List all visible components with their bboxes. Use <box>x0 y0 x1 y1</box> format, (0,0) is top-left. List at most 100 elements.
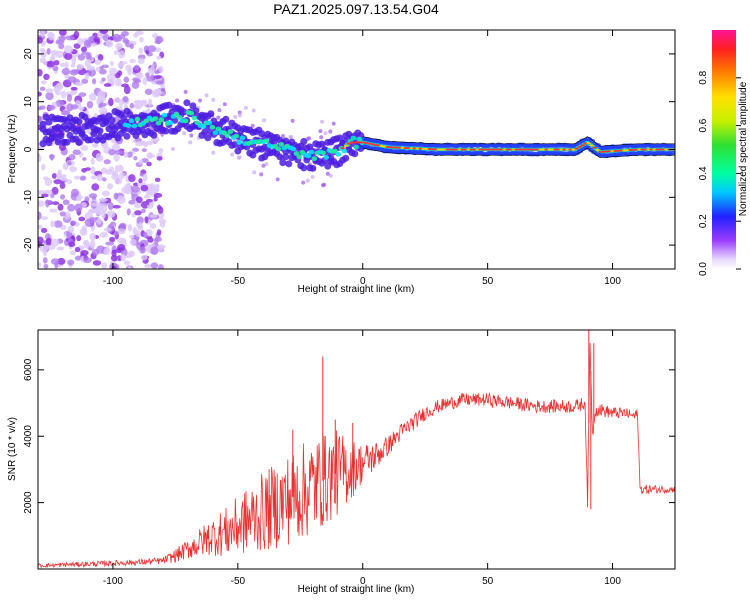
spectrogram-cell <box>140 246 146 254</box>
spectrogram-cell <box>128 250 136 258</box>
spectrogram-cell <box>325 171 330 176</box>
spectrogram-cell <box>123 76 130 83</box>
spectrogram-cell <box>293 151 300 156</box>
spectrogram-cell <box>160 84 166 89</box>
spectrogram-cell <box>144 264 152 269</box>
spectrogram-cell <box>296 154 303 160</box>
spectrogram-cell <box>45 92 54 101</box>
spectrogram-cell <box>57 257 66 265</box>
spectrogram-cell <box>127 224 133 232</box>
spectrogram-cell <box>140 208 146 214</box>
spectrogram-cell <box>158 147 164 154</box>
colorbar-tick-label: 0.8 <box>698 70 709 84</box>
spectrogram-cell <box>146 153 156 158</box>
spectrogram-cell <box>113 50 119 55</box>
spectrogram-cell <box>74 81 84 87</box>
spectrogram-cell <box>39 86 46 91</box>
spectrogram-cell <box>142 77 148 86</box>
snr-panel: -100 -50 0 50 100 2000 4000 6000 Height of str… <box>7 329 676 595</box>
spectrogram-cell <box>127 266 132 269</box>
spectrogram-cell <box>175 98 180 103</box>
spectrogram-cell <box>161 112 168 118</box>
snr-series-line <box>38 342 675 569</box>
spectrogram-cell <box>335 151 342 157</box>
spectrogram-cell <box>150 131 158 139</box>
spectrogram-cell <box>574 147 579 150</box>
spectrogram-cell <box>70 86 78 91</box>
spectrogram-cell <box>113 153 120 162</box>
spectrogram-cell <box>278 142 285 147</box>
spectrogram-cell <box>114 150 124 155</box>
spectrogram-cell <box>165 101 173 109</box>
spectrogram-cell <box>103 247 111 255</box>
spectrogram-cell <box>118 99 123 108</box>
spectrogram-cell <box>106 183 114 190</box>
spectrogram-cell <box>126 208 131 216</box>
spectrogram-cell <box>192 107 200 115</box>
spectrogram-cell <box>120 114 128 122</box>
spectrogram-cell <box>147 237 154 243</box>
spectrogram-cell <box>73 43 81 49</box>
spectrogram-cell <box>80 145 89 151</box>
spectrogram-cell <box>47 104 55 111</box>
spectrogram-cell <box>191 115 198 121</box>
spectrogram-cell <box>135 141 143 147</box>
spectrogram-cell <box>38 224 43 230</box>
spectrogram-cell <box>111 265 117 269</box>
spectrogram-cell <box>106 210 116 218</box>
spectrogram-cell <box>60 194 66 200</box>
spectrogram-cell <box>156 244 164 253</box>
snr-marks <box>38 330 675 569</box>
spectrogram-cell <box>227 129 234 134</box>
spectrogram-cell <box>120 253 126 262</box>
spectrogram-cell <box>77 106 85 111</box>
spectrogram-cell <box>58 30 67 36</box>
spectrogram-cell <box>146 161 152 167</box>
spectrogram-cell <box>60 110 70 116</box>
spectrogram-cell <box>156 204 162 211</box>
spectrogram-cell <box>84 59 92 68</box>
spectrogram-cell <box>39 244 48 253</box>
spectrogram-cell <box>167 120 174 126</box>
spectrogram-cell <box>96 127 104 135</box>
spectrogram-cell <box>131 185 140 193</box>
spectrogram-cell <box>201 128 209 136</box>
spectrogram-cell <box>38 36 43 44</box>
spectrogram-cell <box>281 134 286 139</box>
spectrogram-cell <box>109 61 114 66</box>
spectrogram-cell <box>83 39 93 48</box>
colorbar-tick-label: 0.6 <box>698 118 709 132</box>
spectrogram-cell <box>69 166 78 173</box>
spectrogram-cell <box>50 238 60 247</box>
colorbar-tick-label: 0.4 <box>698 166 709 180</box>
spectrogram-cell <box>64 52 73 61</box>
spectrogram-cell <box>90 42 98 47</box>
spectrogram-cell <box>62 199 70 206</box>
spectrogram-cell <box>152 116 159 121</box>
x-tick-label: 0 <box>360 576 366 587</box>
spectrogram-cell <box>87 136 95 144</box>
colorbar-tick-label: 0.2 <box>698 214 709 228</box>
spectrogram-cell <box>154 39 162 45</box>
spectrogram-cell <box>204 93 209 98</box>
spectrogram-cell <box>158 117 165 123</box>
spectrogram-cell <box>237 155 242 160</box>
spectrogram-cell <box>290 118 295 123</box>
spectrogram-cell <box>98 102 107 107</box>
spectrogram-cell <box>328 173 333 178</box>
spectrogram-cell <box>101 262 108 269</box>
spectrogram-cell <box>43 73 50 81</box>
spectrogram-cell <box>77 53 86 61</box>
spectrogram-cell <box>40 227 48 234</box>
spectrogram-x-label: Height of straight line (km) <box>298 284 415 295</box>
spectrogram-cell <box>136 196 143 204</box>
spectrogram-cell <box>85 51 90 60</box>
spectrogram-cell <box>207 110 215 118</box>
spectrogram-cell <box>76 64 84 70</box>
spectrogram-cell <box>96 218 102 225</box>
spectrogram-cell <box>138 47 144 54</box>
spectrogram-cell <box>129 43 134 50</box>
spectrogram-cell <box>76 235 82 242</box>
spectrogram-cell <box>309 164 317 172</box>
spectrogram-cell <box>101 77 106 82</box>
